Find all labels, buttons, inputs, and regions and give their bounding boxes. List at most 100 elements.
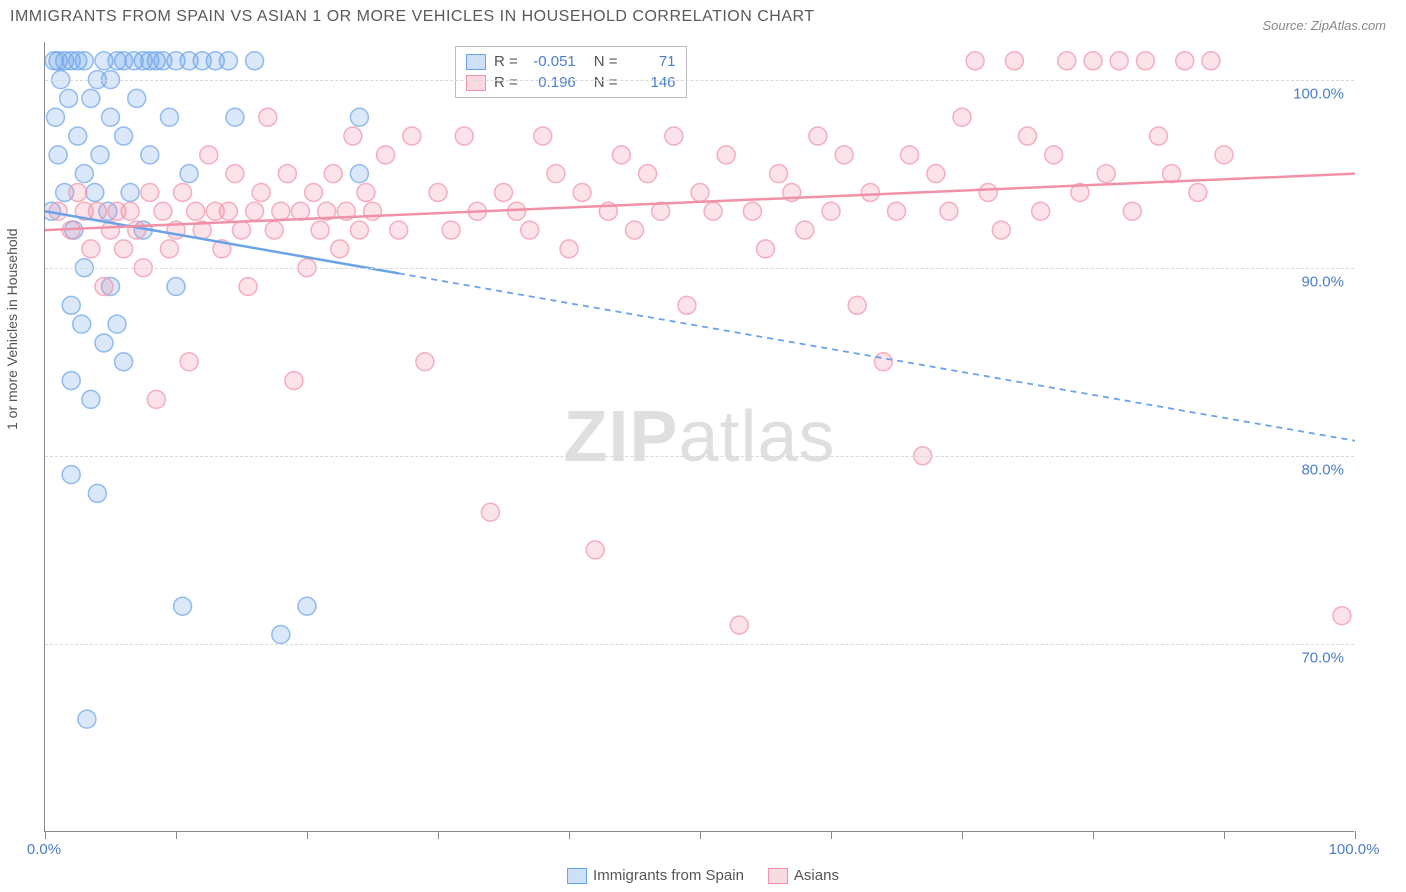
data-point bbox=[717, 146, 735, 164]
data-point bbox=[174, 183, 192, 201]
data-point bbox=[147, 390, 165, 408]
data-point bbox=[75, 165, 93, 183]
data-point bbox=[940, 202, 958, 220]
data-point bbox=[992, 221, 1010, 239]
trend-line bbox=[45, 174, 1355, 230]
data-point bbox=[160, 108, 178, 126]
data-point bbox=[246, 202, 264, 220]
data-point bbox=[691, 183, 709, 201]
data-point bbox=[390, 221, 408, 239]
data-point bbox=[966, 52, 984, 70]
data-point bbox=[115, 240, 133, 258]
data-point bbox=[344, 127, 362, 145]
y-tick-label: 90.0% bbox=[1301, 273, 1344, 290]
data-point bbox=[141, 183, 159, 201]
data-point bbox=[91, 146, 109, 164]
y-tick-label: 80.0% bbox=[1301, 461, 1344, 478]
series-legend: Immigrants from SpainAsians bbox=[567, 867, 839, 884]
gridline bbox=[45, 80, 1354, 81]
legend-swatch bbox=[567, 868, 587, 884]
data-point bbox=[1045, 146, 1063, 164]
data-point bbox=[200, 146, 218, 164]
data-point bbox=[78, 710, 96, 728]
data-point bbox=[73, 315, 91, 333]
data-point bbox=[416, 353, 434, 371]
data-point bbox=[46, 108, 64, 126]
data-point bbox=[1123, 202, 1141, 220]
data-point bbox=[586, 541, 604, 559]
data-point bbox=[128, 89, 146, 107]
data-point bbox=[62, 372, 80, 390]
data-point bbox=[226, 108, 244, 126]
data-point bbox=[86, 183, 104, 201]
x-tick bbox=[569, 831, 570, 839]
data-point bbox=[1032, 202, 1050, 220]
data-point bbox=[639, 165, 657, 183]
data-point bbox=[102, 108, 120, 126]
data-point bbox=[252, 183, 270, 201]
legend-r-label: R = bbox=[494, 53, 518, 70]
data-point bbox=[174, 597, 192, 615]
gridline bbox=[45, 644, 1354, 645]
data-point bbox=[704, 202, 722, 220]
legend-row: R =-0.051N =71 bbox=[466, 51, 676, 72]
data-point bbox=[1163, 165, 1181, 183]
x-tick bbox=[1224, 831, 1225, 839]
data-point bbox=[1333, 607, 1351, 625]
data-point bbox=[1189, 183, 1207, 201]
data-point bbox=[665, 127, 683, 145]
data-point bbox=[888, 202, 906, 220]
data-point bbox=[305, 183, 323, 201]
legend-swatch bbox=[768, 868, 788, 884]
data-point bbox=[141, 146, 159, 164]
data-point bbox=[331, 240, 349, 258]
x-tick bbox=[176, 831, 177, 839]
legend-n-label: N = bbox=[594, 74, 618, 91]
data-point bbox=[495, 183, 513, 201]
data-point bbox=[678, 296, 696, 314]
data-point bbox=[560, 240, 578, 258]
data-point bbox=[82, 240, 100, 258]
data-point bbox=[547, 165, 565, 183]
data-point bbox=[298, 597, 316, 615]
data-point bbox=[259, 108, 277, 126]
data-point bbox=[88, 202, 106, 220]
data-point bbox=[167, 278, 185, 296]
data-point bbox=[612, 146, 630, 164]
chart-title: IMMIGRANTS FROM SPAIN VS ASIAN 1 OR MORE… bbox=[10, 8, 815, 26]
data-point bbox=[62, 466, 80, 484]
data-point bbox=[796, 221, 814, 239]
data-point bbox=[233, 221, 251, 239]
plot-area: ZIPatlas R =-0.051N =71R =0.196N =146 70… bbox=[44, 42, 1354, 832]
data-point bbox=[1150, 127, 1168, 145]
data-point bbox=[757, 240, 775, 258]
legend-item: Asians bbox=[768, 867, 839, 884]
data-point bbox=[1136, 52, 1154, 70]
data-point bbox=[265, 221, 283, 239]
data-point bbox=[953, 108, 971, 126]
data-point bbox=[324, 165, 342, 183]
data-point bbox=[822, 202, 840, 220]
data-point bbox=[626, 221, 644, 239]
data-point bbox=[1005, 52, 1023, 70]
data-point bbox=[442, 221, 460, 239]
x-tick bbox=[1355, 831, 1356, 839]
chart-source: Source: ZipAtlas.com bbox=[1262, 18, 1386, 33]
legend-r-label: R = bbox=[494, 74, 518, 91]
data-point bbox=[743, 202, 761, 220]
legend-n-label: N = bbox=[594, 53, 618, 70]
y-tick-label: 70.0% bbox=[1301, 649, 1344, 666]
gridline bbox=[45, 268, 1354, 269]
data-point bbox=[95, 334, 113, 352]
x-tick-label: 100.0% bbox=[1329, 841, 1380, 858]
data-point bbox=[121, 183, 139, 201]
data-point bbox=[272, 626, 290, 644]
data-point bbox=[1058, 52, 1076, 70]
x-tick bbox=[1093, 831, 1094, 839]
data-point bbox=[364, 202, 382, 220]
data-point bbox=[350, 221, 368, 239]
data-point bbox=[187, 202, 205, 220]
y-axis-label: 1 or more Vehicles in Household bbox=[4, 228, 20, 430]
data-point bbox=[835, 146, 853, 164]
legend-n-value: 71 bbox=[626, 53, 676, 70]
